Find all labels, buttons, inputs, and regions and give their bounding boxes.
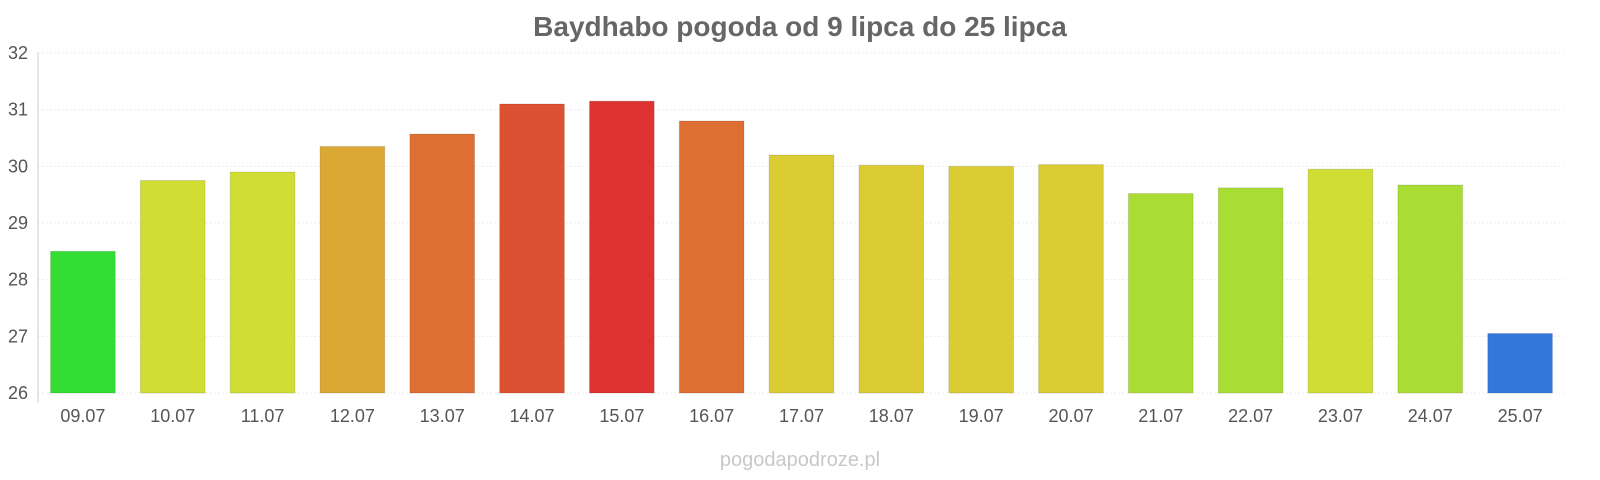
bar-20.07 — [1038, 164, 1104, 394]
x-tick-label: 18.07 — [869, 406, 914, 426]
bar-15.07 — [589, 100, 655, 394]
bars — [50, 100, 1553, 394]
x-tick-label: 12.07 — [330, 406, 375, 426]
bar-16.07 — [678, 120, 745, 394]
bar-19.07 — [948, 165, 1014, 394]
bar-10.07 — [139, 180, 206, 394]
y-tick-label: 29 — [8, 213, 28, 233]
x-tick-label: 09.07 — [60, 406, 105, 426]
y-tick-label: 32 — [8, 43, 28, 63]
watermark: pogodapodroze.pl — [720, 449, 880, 471]
y-axis-ticks: 26 27 28 29 30 31 32 — [8, 43, 28, 403]
x-tick-label: 15.07 — [599, 406, 644, 426]
x-tick-label: 22.07 — [1228, 406, 1273, 426]
y-tick-label: 31 — [8, 100, 28, 120]
x-axis-ticks: 09.07 10.07 11.07 12.07 13.07 14.07 15.07 16.07… — [60, 406, 1542, 426]
bar-18.07 — [858, 164, 925, 394]
bar-12.07 — [319, 146, 386, 394]
bar-21.07 — [1127, 193, 1194, 394]
x-tick-label: 10.07 — [150, 406, 195, 426]
bar-11.07 — [229, 171, 296, 394]
x-tick-label: 14.07 — [510, 406, 555, 426]
bar-25.07 — [1487, 333, 1553, 394]
x-tick-label: 25.07 — [1498, 406, 1543, 426]
x-tick-label: 16.07 — [689, 406, 734, 426]
y-tick-label: 27 — [8, 326, 28, 346]
bar-23.07 — [1307, 168, 1374, 394]
x-tick-label: 19.07 — [959, 406, 1004, 426]
bar-17.07 — [768, 154, 835, 394]
x-tick-label: 20.07 — [1048, 406, 1093, 426]
x-tick-label: 13.07 — [420, 406, 465, 426]
bar-09.07 — [50, 250, 116, 394]
bar-13.07 — [409, 133, 476, 394]
x-tick-label: 17.07 — [779, 406, 824, 426]
bar-14.07 — [499, 103, 565, 394]
y-tick-label: 28 — [8, 270, 28, 290]
x-tick-label: 24.07 — [1408, 406, 1453, 426]
x-tick-label: 21.07 — [1138, 406, 1183, 426]
y-tick-label: 30 — [8, 156, 28, 176]
bar-24.07 — [1397, 184, 1464, 394]
x-tick-label: 23.07 — [1318, 406, 1363, 426]
y-tick-label: 26 — [8, 383, 28, 403]
bar-22.07 — [1217, 187, 1284, 394]
x-tick-label: 11.07 — [241, 406, 285, 426]
chart-title: Baydhabo pogoda od 9 lipca do 25 lipca — [533, 11, 1067, 42]
